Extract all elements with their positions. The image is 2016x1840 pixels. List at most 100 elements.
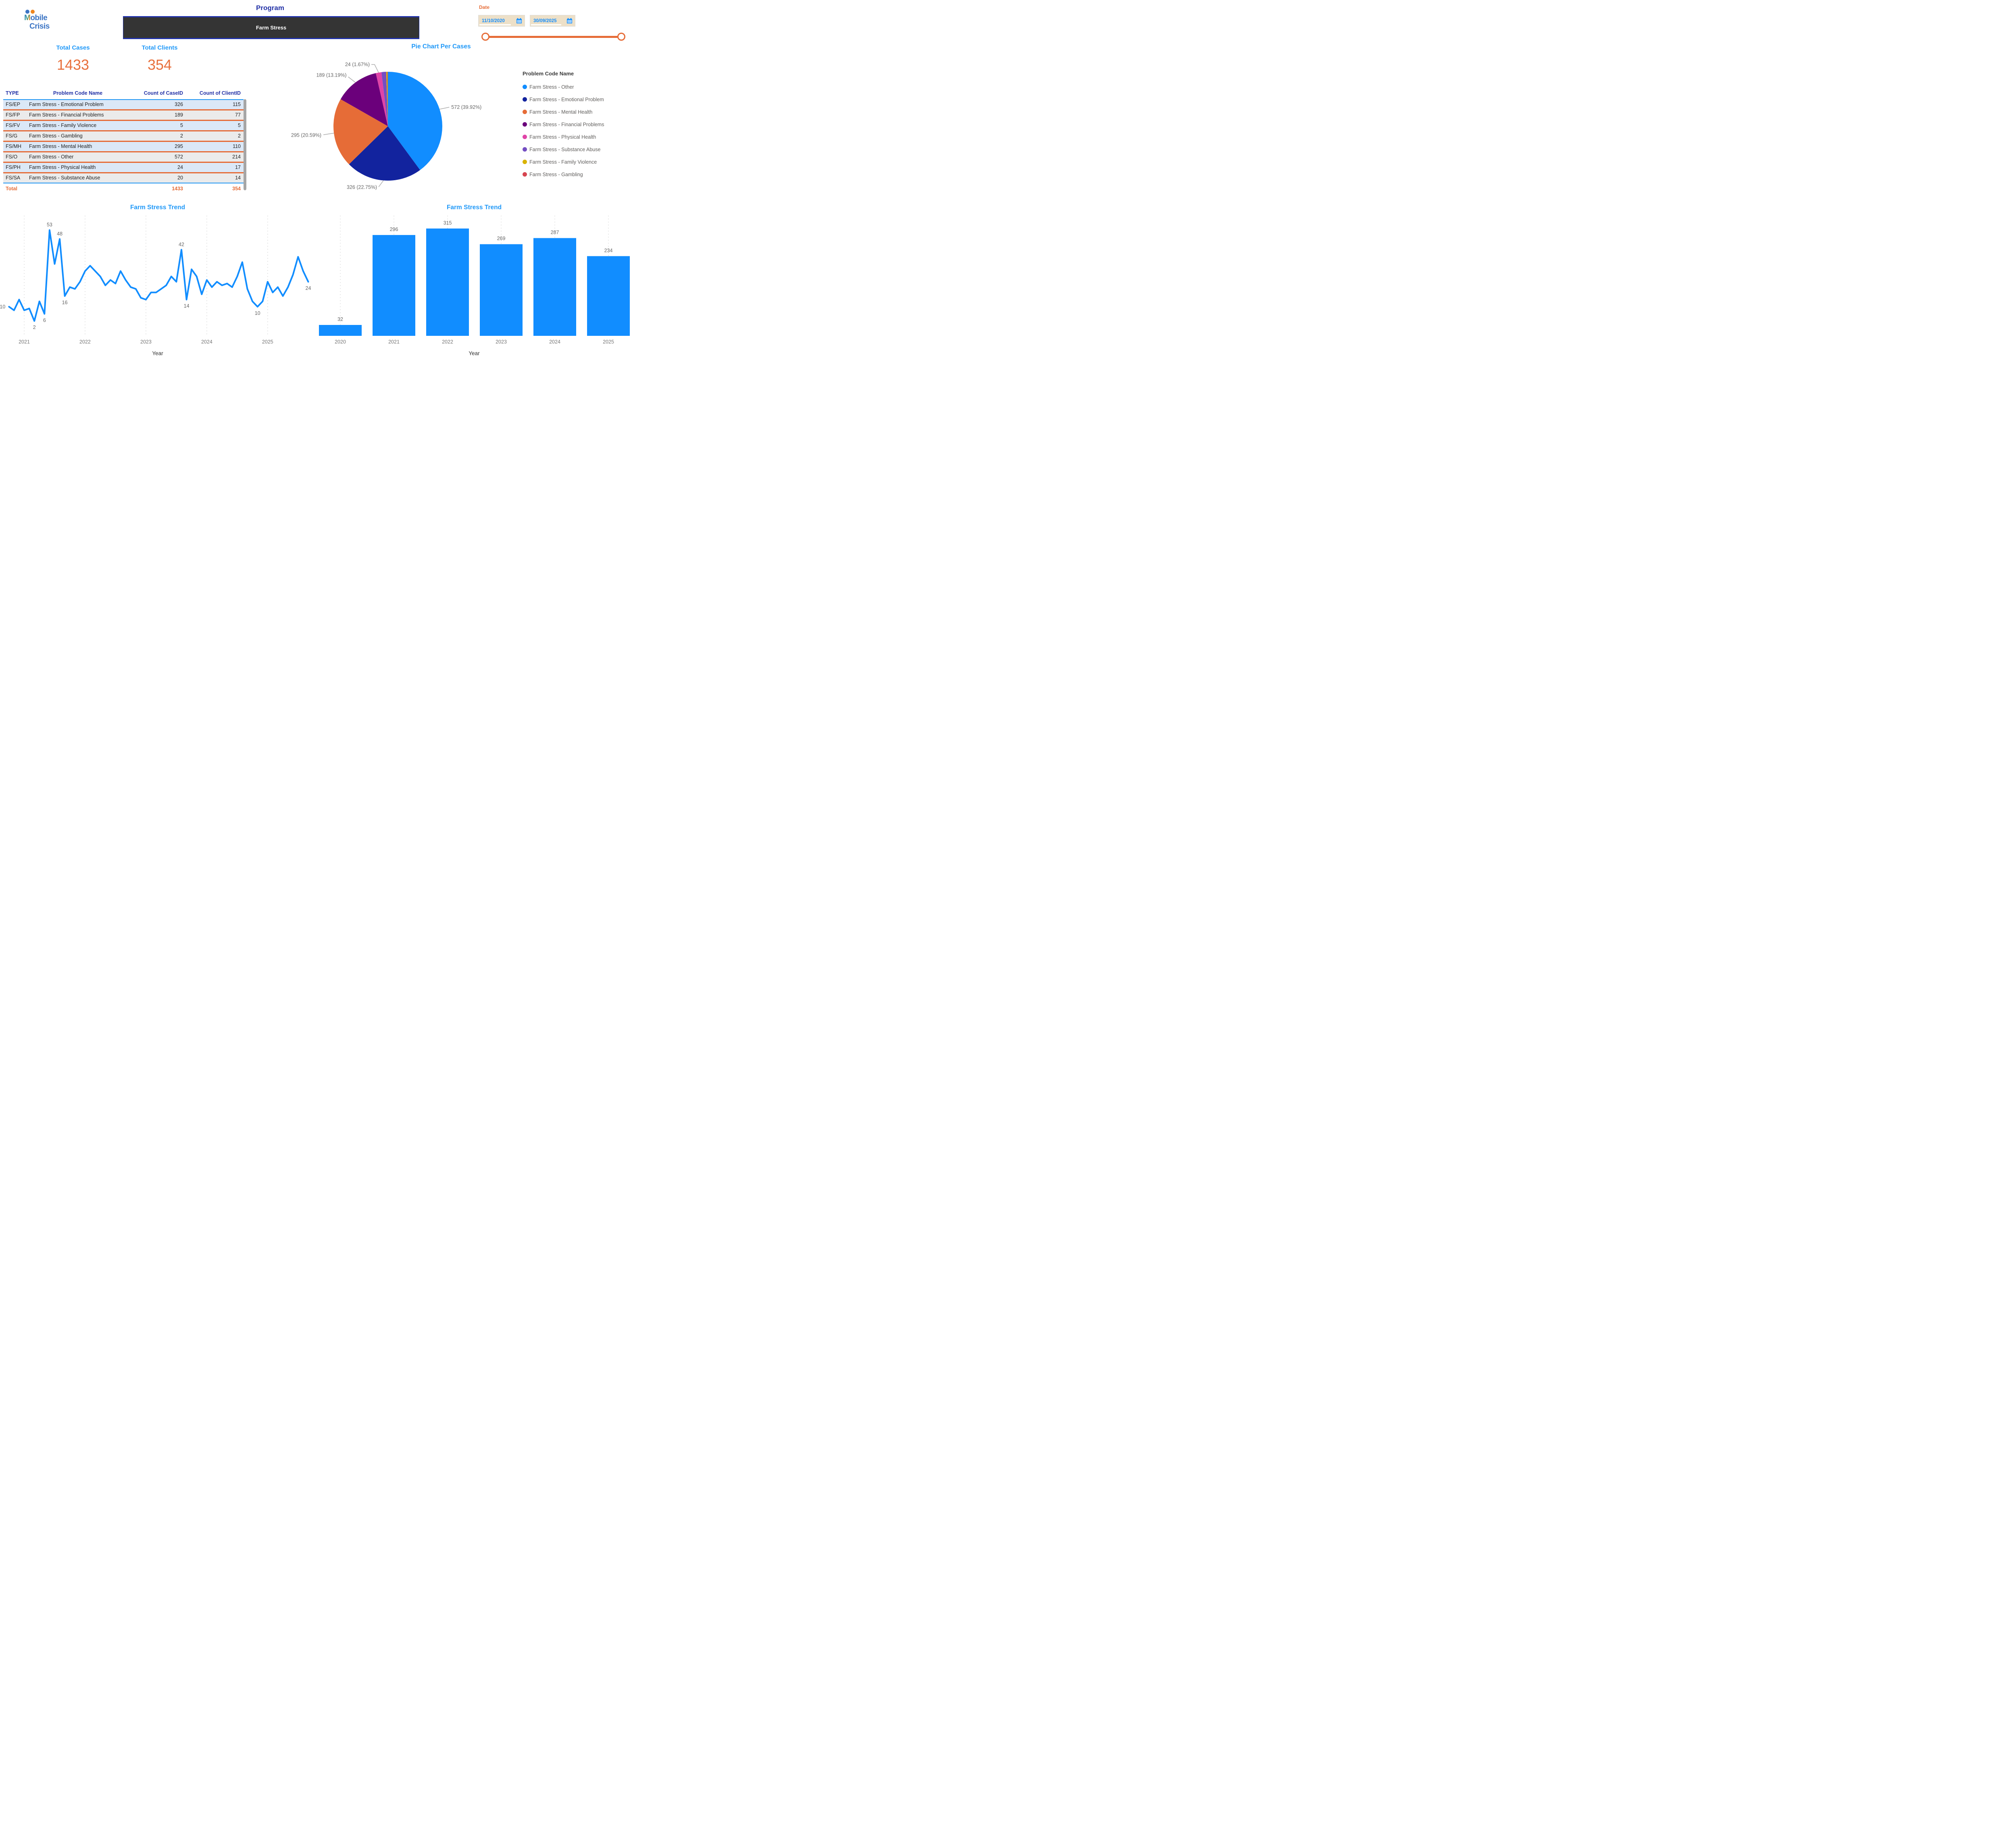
- bar-data-label: 32: [337, 316, 343, 322]
- table-cell: 295: [175, 144, 183, 149]
- pie-label-leader-line: [371, 64, 379, 73]
- date-end-value[interactable]: 30/09/2025: [533, 18, 557, 23]
- pie-slice[interactable]: [388, 72, 442, 170]
- bar[interactable]: [373, 235, 415, 336]
- line-data-label: 24: [306, 285, 311, 291]
- pie-slice[interactable]: [376, 72, 388, 126]
- legend-item[interactable]: Farm Stress - Family Violence: [523, 156, 604, 168]
- table-row[interactable]: FS/FP Farm Stress - Financial Problems 189…: [3, 110, 244, 121]
- date-range-slider-track[interactable]: [485, 36, 621, 38]
- bar[interactable]: [533, 238, 576, 336]
- bar-data-label: 296: [390, 227, 398, 232]
- line-data-label: 53: [47, 222, 52, 228]
- line-data-label: 48: [57, 231, 62, 237]
- pie-label-leader-line: [348, 77, 356, 83]
- table-row[interactable]: FS/G Farm Stress - Gambling 2 2: [3, 131, 244, 142]
- table-row[interactable]: FS/FV Farm Stress - Family Violence 5 5: [3, 121, 244, 131]
- table-scrollbar[interactable]: [244, 99, 246, 190]
- legend-item-label: Farm Stress - Emotional Problem: [529, 96, 604, 102]
- legend-item-label: Farm Stress - Family Violence: [529, 159, 597, 165]
- program-slicer-title: Program: [256, 4, 284, 12]
- table-cell: Farm Stress - Physical Health: [29, 164, 96, 170]
- table-cell: FS/EP: [6, 102, 21, 107]
- bar-chart-x-tick: 2021: [388, 339, 400, 345]
- bar-chart-x-tick: 2023: [496, 339, 507, 345]
- legend-item[interactable]: Farm Stress - Emotional Problem: [523, 93, 604, 106]
- table-row[interactable]: FS/O Farm Stress - Other 572 214: [3, 152, 244, 163]
- date-start-value[interactable]: 11/10/2020: [482, 18, 505, 23]
- legend-item[interactable]: Farm Stress - Other: [523, 81, 604, 93]
- date-end-input[interactable]: 30/09/2025: [530, 15, 575, 27]
- program-slicer-selected-item[interactable]: Farm Stress: [123, 16, 419, 39]
- legend-color-dot-icon: [523, 97, 527, 102]
- line-chart-x-tick: 2023: [140, 339, 152, 345]
- calendar-icon[interactable]: [566, 18, 573, 24]
- date-range-slider-handle-end[interactable]: [617, 33, 625, 41]
- date-start-input[interactable]: 11/10/2020: [478, 15, 525, 27]
- line-data-label: 16: [62, 300, 68, 305]
- legend-item[interactable]: Farm Stress - Physical Health: [523, 131, 604, 143]
- table-cell: Farm Stress - Substance Abuse: [29, 175, 100, 181]
- bar-data-label: 315: [444, 220, 452, 226]
- problem-code-table: TYPE Problem Code Name Count of CaseID C…: [3, 87, 244, 194]
- bar[interactable]: [480, 244, 523, 336]
- line-data-label: 6: [43, 318, 46, 323]
- table-header-clientid[interactable]: Count of ClientID: [199, 90, 241, 96]
- legend-color-dot-icon: [523, 160, 527, 164]
- table-cell: Farm Stress - Emotional Problem: [29, 102, 104, 107]
- bar[interactable]: [319, 325, 362, 336]
- table-row[interactable]: FS/SA Farm Stress - Substance Abuse 20 14: [3, 173, 244, 183]
- table-row[interactable]: FS/EP Farm Stress - Emotional Problem 326 1…: [3, 100, 244, 110]
- table-cell: 20: [177, 175, 183, 181]
- table-cell: 5: [180, 123, 183, 128]
- line-data-label: 14: [184, 303, 190, 309]
- bar-chart-title: Farm Stress Trend: [446, 204, 502, 211]
- pie-slice[interactable]: [333, 99, 388, 164]
- pie-legend-title: Problem Code Name: [523, 71, 574, 77]
- logo-figure-heads-icon: [24, 9, 58, 14]
- bar[interactable]: [587, 256, 630, 336]
- table-header-caseid[interactable]: Count of CaseID: [144, 90, 183, 96]
- legend-item[interactable]: Farm Stress - Gambling: [523, 168, 604, 181]
- date-slicer-title: Date: [479, 4, 490, 10]
- line-chart-x-tick: 2025: [262, 339, 273, 345]
- table-header-name[interactable]: Problem Code Name: [53, 90, 103, 96]
- pie-legend: Problem Code Name Farm Stress - Other Far…: [523, 71, 604, 181]
- table-cell: Farm Stress - Mental Health: [29, 144, 92, 149]
- trend-line: [8, 229, 309, 322]
- legend-item-label: Farm Stress - Physical Health: [529, 134, 596, 140]
- pie-data-label: 326 (22.75%): [347, 185, 377, 190]
- pie-slice[interactable]: [387, 72, 388, 126]
- table-total-clientid: 354: [232, 186, 241, 191]
- pie-label-leader-line: [323, 133, 334, 135]
- legend-item-label: Farm Stress - Mental Health: [529, 109, 593, 115]
- table-header-type[interactable]: TYPE: [6, 90, 19, 96]
- calendar-icon[interactable]: [516, 18, 522, 24]
- logo-line2: Crisis: [29, 22, 50, 31]
- pie-slice[interactable]: [349, 126, 420, 181]
- legend-item[interactable]: Farm Stress - Financial Problems: [523, 118, 604, 131]
- bar-chart: 32 2020 296 2021 315 2022 269 2023 287 2024 234 202…: [319, 216, 630, 356]
- pie-label-leader-line: [378, 180, 384, 187]
- bar[interactable]: [426, 228, 469, 336]
- pie-slice[interactable]: [386, 72, 388, 126]
- legend-item[interactable]: Farm Stress - Mental Health: [523, 106, 604, 118]
- line-chart-x-tick: 2022: [79, 339, 91, 345]
- total-clients-value: 354: [147, 56, 172, 73]
- logo-orange-dot-icon: [31, 10, 35, 14]
- table-cell: Farm Stress - Gambling: [29, 133, 83, 139]
- pie-slice[interactable]: [381, 72, 388, 126]
- table-cell: 77: [235, 112, 241, 118]
- table-row[interactable]: FS/MH Farm Stress - Mental Health 295 110: [3, 142, 244, 152]
- table-cell: 2: [238, 133, 241, 139]
- legend-item[interactable]: Farm Stress - Substance Abuse: [523, 143, 604, 156]
- line-data-label: 10: [0, 304, 5, 310]
- pie-data-label: 572 (39.92%): [451, 104, 481, 110]
- date-range-slider-handle-start[interactable]: [481, 33, 489, 41]
- legend-item-label: Farm Stress - Other: [529, 84, 574, 90]
- bar-data-label: 287: [551, 230, 559, 235]
- bar-data-label: 269: [497, 236, 506, 241]
- legend-color-dot-icon: [523, 110, 527, 114]
- table-row[interactable]: FS/PH Farm Stress - Physical Health 24 17: [3, 163, 244, 173]
- pie-slice[interactable]: [340, 73, 388, 126]
